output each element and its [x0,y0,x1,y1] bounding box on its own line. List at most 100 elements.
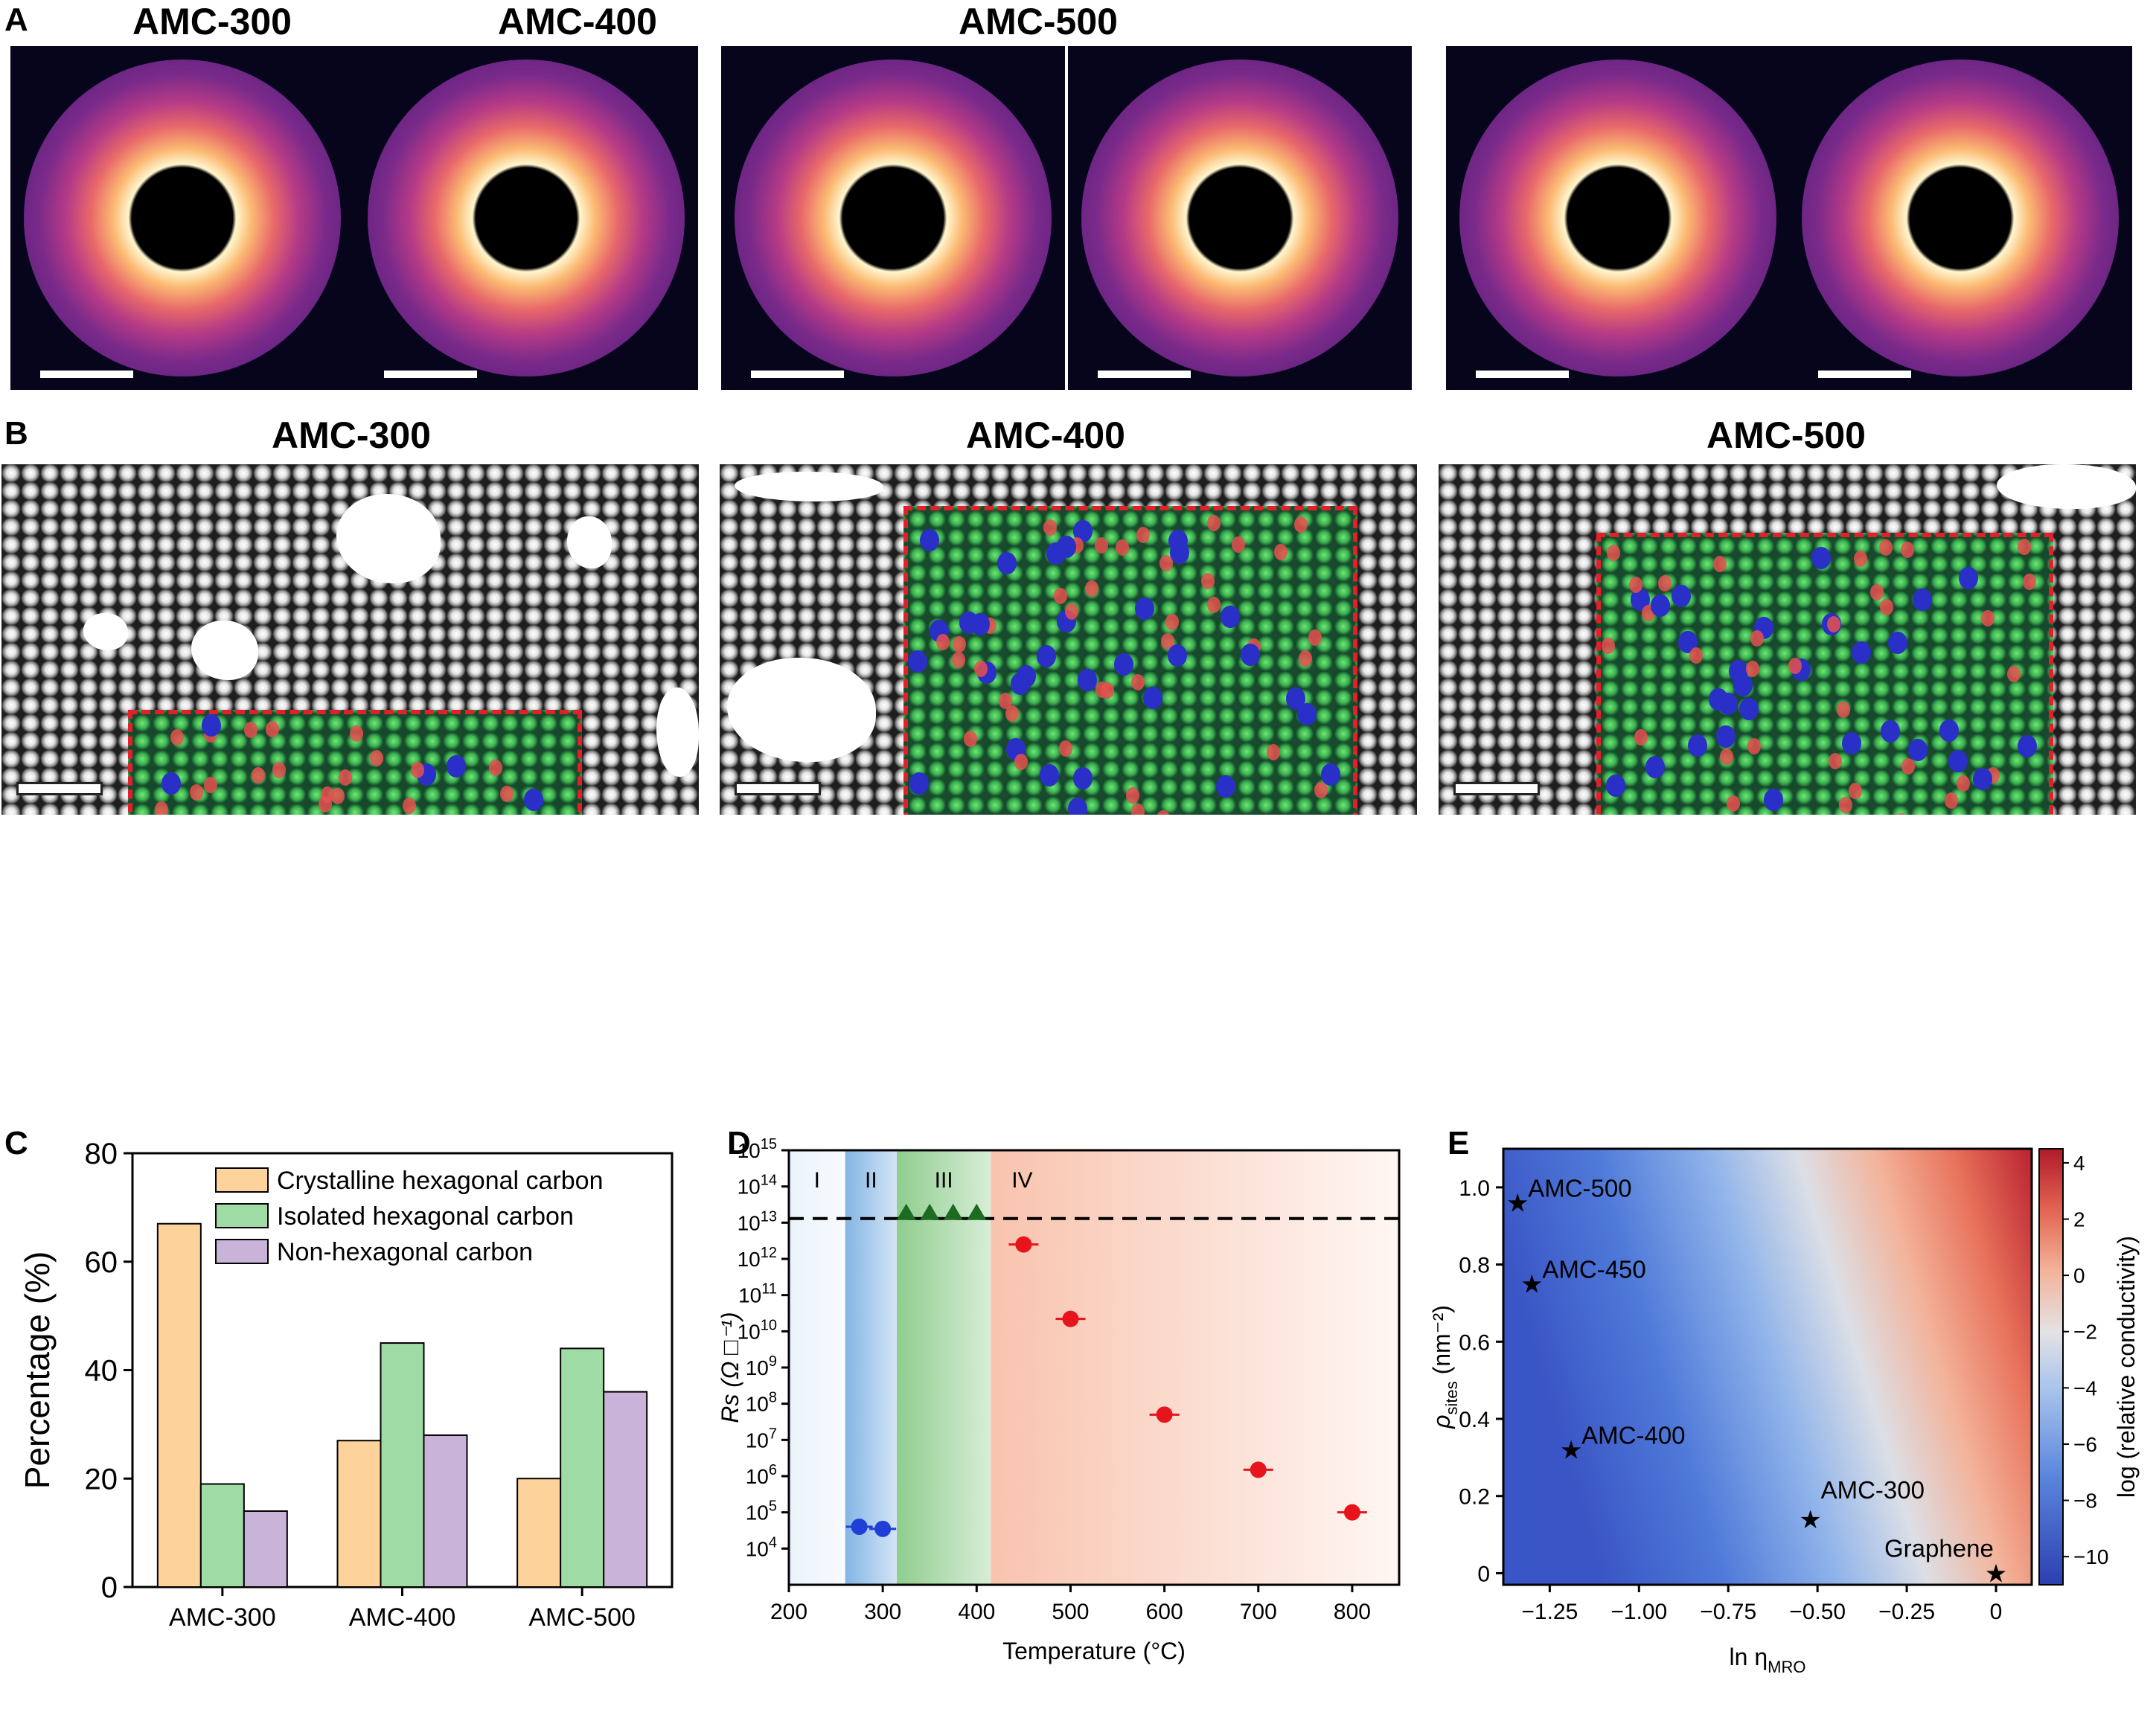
x-tick-label: −1.00 [1610,1600,1667,1624]
diffraction-pattern [1788,46,2132,390]
panel-d-letter: D [727,1125,751,1161]
heptagon-ring [1687,734,1707,757]
x-tick-label: 700 [1240,1600,1277,1624]
colorbar-tick-label: −6 [2073,1433,2097,1456]
hrtem-image-amc400 [720,464,1417,815]
y-tick-label: 1011 [738,1281,777,1307]
pentagon-ring [1231,536,1245,553]
y-tick-label: 1014 [738,1173,777,1199]
pentagon-ring [331,787,345,804]
roi-box [1596,533,2053,815]
scale-bar [16,782,103,795]
scale-bar [1818,371,1911,378]
heptagon-ring [1037,644,1057,667]
x-tick-label: 600 [1146,1600,1183,1624]
pentagon-ring [1746,661,1760,678]
region-band [991,1150,1399,1585]
pentagon-ring [1293,516,1308,533]
y-tick-label: 106 [746,1462,777,1488]
y-tick-label: 107 [746,1426,777,1452]
panel-a-letter: A [4,1,28,38]
heptagon-ring [1733,674,1753,697]
pentagon-ring [1157,810,1171,815]
heptagon-ring [161,772,181,795]
panel-a-title-3: AMC-500 [959,1,1118,42]
data-point [920,1203,940,1220]
data-point [1343,1504,1360,1521]
pentagon-ring [1206,514,1221,531]
scale-bar [40,371,133,378]
bar [516,1478,562,1588]
pentagon-ring [1719,748,1733,766]
scale-bar [1476,371,1569,378]
data-point [1062,1310,1079,1327]
scale-bar [384,371,477,378]
pentagon-ring [1956,775,1970,792]
point-label: AMC-300 [1821,1476,1925,1504]
colorbar-tick-label: −2 [2073,1321,2097,1344]
colorbar-tick-label: −10 [2073,1545,2109,1568]
pentagon-ring [1095,681,1109,698]
pentagon-ring [338,769,352,786]
pentagon-ring [1058,740,1072,757]
point-label: Graphene [1884,1534,1994,1562]
x-tick-label: 400 [958,1600,995,1624]
y-axis-label: Rs (Ω □⁻¹) [717,1312,743,1423]
heptagon-ring [1067,797,1087,815]
point-label: AMC-400 [1581,1421,1685,1449]
bar [336,1440,382,1588]
y-tick-label: 0 [1477,1562,1490,1586]
data-point [896,1203,916,1220]
pentagon-ring [1750,630,1764,647]
legend-label: Isolated hexagonal carbon [277,1202,574,1231]
pentagon-ring [1273,543,1287,560]
scale-bar [1098,371,1191,378]
y-tick-label: 80 [85,1138,118,1170]
heptagon-ring [1046,542,1066,565]
heptagon-ring [909,772,929,795]
panel-a-title-1: AMC-300 [132,1,292,42]
heptagon-ring [1948,750,1968,773]
data-point [943,1203,963,1220]
heptagon-ring [1672,584,1692,607]
heptagon-ring [524,788,544,811]
y-tick-label: 109 [746,1353,777,1379]
pentagon-ring [1981,610,1995,626]
heptagon-ring [970,612,990,635]
panel-a-title-2: AMC-400 [498,1,657,42]
x-tick-label: AMC-400 [349,1603,456,1632]
pentagon-ring [1308,629,1322,646]
y-tick-label: 60 [85,1246,118,1279]
region-label: I [814,1168,820,1193]
heptagon-ring [1606,775,1626,798]
panel-b-letter: B [4,415,28,452]
heptagon-ring [1739,698,1759,721]
heptagon-ring [1168,530,1188,553]
pentagon-ring [1900,542,1914,559]
data-point [874,1520,892,1537]
colorbar-tick-label: 4 [2073,1152,2085,1175]
pentagon-ring [1207,596,1221,613]
scale-bar [751,371,844,378]
bar [380,1342,425,1588]
pentagon-ring [1159,554,1174,571]
region-band [845,1150,898,1585]
colorbar [2038,1148,2064,1586]
heptagon-ring [1908,739,1928,762]
pentagon-ring [1689,647,1704,664]
pentagon-ring [1879,599,1893,616]
pentagon-ring [411,762,425,779]
diffraction-pattern [1446,46,1790,390]
y-tick-label: 104 [746,1534,777,1560]
pentagon-ring [272,762,286,779]
y-tick-label: 1010 [738,1317,777,1343]
pentagon-ring [1607,544,1621,561]
heptagon-ring [1973,768,1993,791]
pentagon-ring [1299,650,1313,667]
pentagon-ring [963,731,977,748]
data-point [851,1519,868,1536]
heptagon-ring [1887,631,1907,654]
x-tick-label: AMC-500 [528,1603,636,1632]
bar [423,1434,468,1588]
y-tick-label: 0.4 [1459,1408,1490,1432]
